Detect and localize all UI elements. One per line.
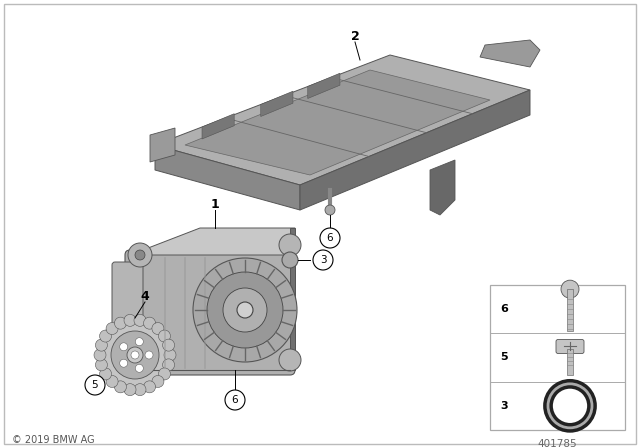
Polygon shape	[290, 228, 295, 370]
Polygon shape	[430, 160, 455, 215]
Text: 3: 3	[320, 255, 326, 265]
Text: 2: 2	[351, 30, 360, 43]
Polygon shape	[480, 40, 540, 67]
Text: 1: 1	[211, 198, 220, 211]
Circle shape	[164, 349, 176, 361]
FancyBboxPatch shape	[556, 340, 584, 353]
Text: 4: 4	[141, 289, 149, 302]
Circle shape	[561, 280, 579, 298]
Polygon shape	[130, 228, 295, 255]
Circle shape	[124, 314, 136, 326]
Circle shape	[106, 323, 118, 335]
Circle shape	[152, 323, 164, 335]
Circle shape	[320, 228, 340, 248]
Circle shape	[100, 330, 111, 342]
Circle shape	[135, 338, 143, 346]
FancyBboxPatch shape	[125, 250, 295, 375]
Circle shape	[134, 314, 146, 326]
Text: © 2019 BMW AG: © 2019 BMW AG	[12, 435, 95, 445]
Text: 3: 3	[500, 401, 508, 411]
Circle shape	[115, 317, 127, 329]
Circle shape	[134, 383, 146, 396]
Circle shape	[143, 317, 156, 329]
Circle shape	[279, 234, 301, 256]
Circle shape	[85, 375, 105, 395]
Circle shape	[237, 302, 253, 318]
Circle shape	[128, 243, 152, 267]
Circle shape	[120, 343, 127, 351]
Circle shape	[145, 351, 153, 359]
FancyBboxPatch shape	[567, 349, 573, 375]
Circle shape	[325, 205, 335, 215]
Polygon shape	[202, 114, 234, 139]
Polygon shape	[155, 145, 300, 210]
Polygon shape	[260, 91, 293, 116]
Polygon shape	[308, 73, 340, 99]
Circle shape	[115, 381, 127, 393]
Circle shape	[163, 339, 175, 351]
Circle shape	[143, 381, 156, 393]
Circle shape	[94, 349, 106, 361]
Circle shape	[95, 339, 108, 351]
Circle shape	[207, 272, 283, 348]
Text: 6: 6	[232, 395, 238, 405]
Circle shape	[95, 359, 108, 371]
Circle shape	[135, 364, 143, 372]
Circle shape	[282, 252, 298, 268]
Circle shape	[120, 359, 127, 367]
Circle shape	[106, 375, 118, 388]
Circle shape	[124, 383, 136, 396]
Circle shape	[131, 351, 139, 359]
Polygon shape	[150, 128, 175, 162]
Polygon shape	[185, 70, 490, 175]
Circle shape	[152, 375, 164, 388]
Circle shape	[223, 288, 267, 332]
Circle shape	[127, 347, 143, 363]
FancyBboxPatch shape	[567, 289, 573, 331]
Circle shape	[313, 250, 333, 270]
Circle shape	[97, 317, 173, 393]
Circle shape	[135, 350, 145, 360]
Text: 6: 6	[500, 304, 508, 314]
Circle shape	[159, 330, 170, 342]
Circle shape	[225, 390, 245, 410]
Polygon shape	[155, 55, 530, 185]
Circle shape	[163, 359, 175, 371]
Circle shape	[193, 258, 297, 362]
Polygon shape	[300, 90, 530, 210]
Text: 401785: 401785	[538, 439, 577, 448]
Circle shape	[135, 250, 145, 260]
Circle shape	[128, 343, 152, 367]
Circle shape	[100, 368, 111, 380]
Circle shape	[111, 331, 159, 379]
Circle shape	[159, 368, 170, 380]
Text: 5: 5	[92, 380, 99, 390]
Circle shape	[279, 349, 301, 371]
FancyBboxPatch shape	[490, 285, 625, 430]
Text: 5: 5	[500, 353, 508, 362]
Text: 6: 6	[326, 233, 333, 243]
FancyBboxPatch shape	[112, 262, 143, 358]
